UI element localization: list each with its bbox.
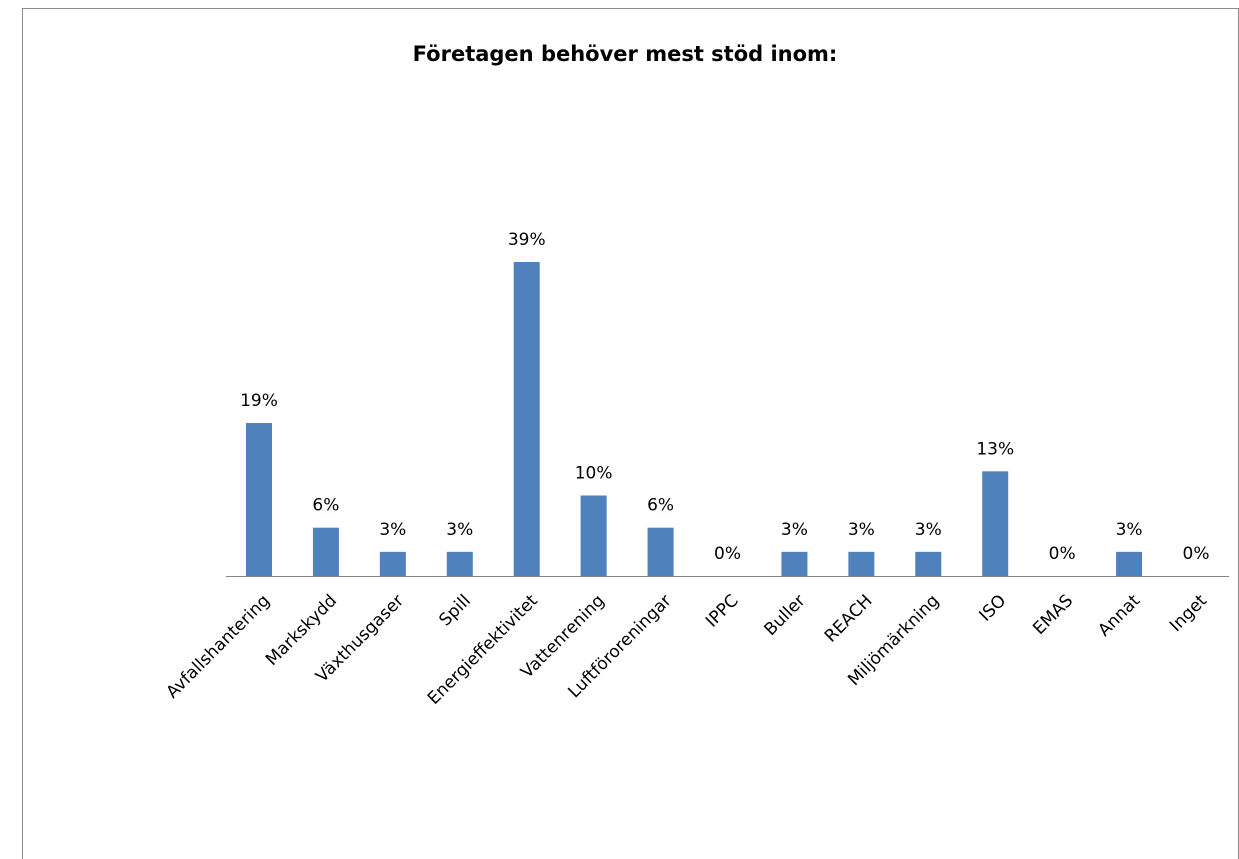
bar bbox=[848, 551, 875, 576]
data-label: 10% bbox=[575, 463, 613, 483]
data-label: 19% bbox=[240, 391, 278, 411]
bar bbox=[246, 423, 272, 576]
bar bbox=[781, 551, 808, 576]
data-label: 3% bbox=[446, 520, 473, 540]
chart-title: Företagen behöver mest stöd inom: bbox=[413, 42, 838, 66]
data-label: 39% bbox=[508, 230, 546, 250]
chart-frame bbox=[22, 8, 1239, 859]
data-label: 6% bbox=[647, 496, 674, 516]
data-label: 3% bbox=[1116, 520, 1143, 540]
data-label: 6% bbox=[312, 496, 339, 516]
data-label: 3% bbox=[379, 520, 406, 540]
bar bbox=[580, 495, 607, 576]
bar bbox=[513, 262, 540, 576]
data-label: 13% bbox=[976, 439, 1014, 459]
data-label: 3% bbox=[848, 520, 875, 540]
bar bbox=[982, 471, 1009, 576]
bar bbox=[1116, 551, 1143, 576]
bar bbox=[446, 551, 473, 576]
bar bbox=[312, 527, 339, 576]
bar bbox=[915, 551, 942, 576]
data-label: 3% bbox=[781, 520, 808, 540]
data-label: 0% bbox=[1183, 544, 1210, 564]
data-label: 0% bbox=[1049, 544, 1076, 564]
bar bbox=[379, 551, 406, 576]
data-label: 0% bbox=[714, 544, 741, 564]
bar bbox=[647, 527, 674, 576]
data-label: 3% bbox=[915, 520, 942, 540]
